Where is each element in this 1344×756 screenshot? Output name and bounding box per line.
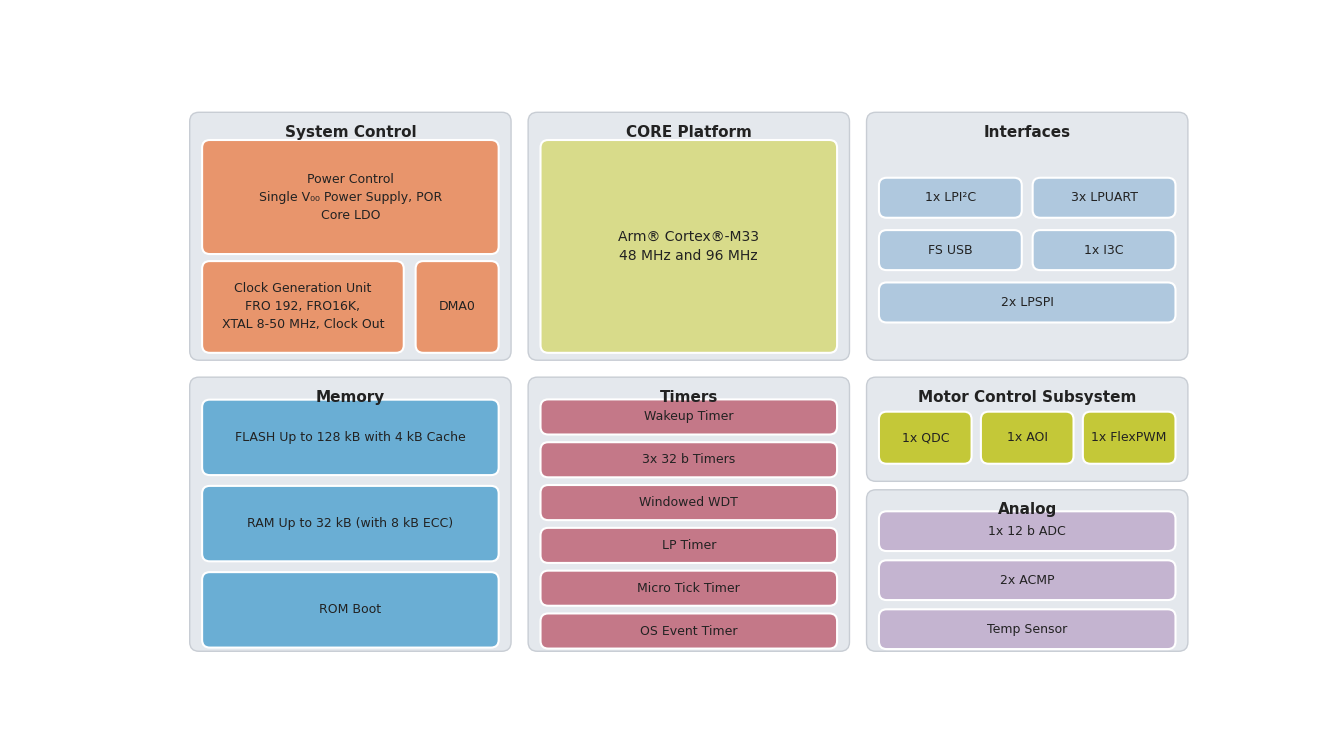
FancyBboxPatch shape: [867, 113, 1188, 360]
Text: ROM Boot: ROM Boot: [320, 603, 382, 616]
Text: Analog: Analog: [997, 502, 1056, 517]
FancyBboxPatch shape: [202, 140, 499, 254]
Text: Arm® Cortex®-M33
48 MHz and 96 MHz: Arm® Cortex®-M33 48 MHz and 96 MHz: [618, 230, 759, 263]
FancyBboxPatch shape: [202, 261, 403, 353]
FancyBboxPatch shape: [540, 442, 837, 477]
Text: Memory: Memory: [316, 389, 384, 404]
Text: LP Timer: LP Timer: [661, 539, 716, 552]
FancyBboxPatch shape: [540, 528, 837, 563]
Text: Micro Tick Timer: Micro Tick Timer: [637, 581, 741, 595]
Text: System Control: System Control: [285, 125, 417, 140]
FancyBboxPatch shape: [879, 178, 1021, 218]
Text: 2x LPSPI: 2x LPSPI: [1001, 296, 1054, 309]
FancyBboxPatch shape: [981, 412, 1074, 463]
Text: Timers: Timers: [660, 389, 718, 404]
Text: Wakeup Timer: Wakeup Timer: [644, 411, 734, 423]
FancyBboxPatch shape: [540, 613, 837, 649]
Text: Interfaces: Interfaces: [984, 125, 1071, 140]
FancyBboxPatch shape: [1032, 178, 1176, 218]
FancyBboxPatch shape: [415, 261, 499, 353]
Text: Clock Generation Unit
FRO 192, FRO16K,
XTAL 8-50 MHz, Clock Out: Clock Generation Unit FRO 192, FRO16K, X…: [222, 283, 384, 331]
FancyBboxPatch shape: [1083, 412, 1176, 463]
Text: 1x FlexPWM: 1x FlexPWM: [1091, 431, 1167, 445]
FancyBboxPatch shape: [867, 377, 1188, 482]
Text: Temp Sensor: Temp Sensor: [986, 623, 1067, 636]
Text: RAM Up to 32 kB (with 8 kB ECC): RAM Up to 32 kB (with 8 kB ECC): [247, 517, 453, 530]
Text: 1x I3C: 1x I3C: [1085, 243, 1124, 256]
FancyBboxPatch shape: [540, 485, 837, 520]
FancyBboxPatch shape: [540, 399, 837, 435]
FancyBboxPatch shape: [879, 560, 1176, 600]
FancyBboxPatch shape: [879, 609, 1176, 649]
FancyBboxPatch shape: [540, 571, 837, 606]
FancyBboxPatch shape: [190, 113, 511, 360]
FancyBboxPatch shape: [879, 230, 1021, 270]
Text: 3x LPUART: 3x LPUART: [1071, 191, 1137, 204]
FancyBboxPatch shape: [1032, 230, 1176, 270]
Text: Motor Control Subsystem: Motor Control Subsystem: [918, 389, 1137, 404]
Text: 1x QDC: 1x QDC: [902, 431, 949, 445]
Text: Windowed WDT: Windowed WDT: [640, 496, 738, 509]
Text: 1x 12 b ADC: 1x 12 b ADC: [988, 525, 1066, 538]
FancyBboxPatch shape: [202, 572, 499, 648]
FancyBboxPatch shape: [202, 486, 499, 562]
FancyBboxPatch shape: [528, 377, 849, 651]
Text: OS Event Timer: OS Event Timer: [640, 624, 738, 637]
Text: FS USB: FS USB: [929, 243, 973, 256]
FancyBboxPatch shape: [867, 490, 1188, 651]
Text: 2x ACMP: 2x ACMP: [1000, 574, 1055, 587]
FancyBboxPatch shape: [202, 400, 499, 475]
Text: Power Control
Single V₀₀ Power Supply, POR
Core LDO: Power Control Single V₀₀ Power Supply, P…: [259, 172, 442, 222]
Text: 1x AOI: 1x AOI: [1007, 431, 1048, 445]
Text: DMA0: DMA0: [438, 300, 476, 314]
Text: 1x LPI²C: 1x LPI²C: [925, 191, 976, 204]
FancyBboxPatch shape: [528, 113, 849, 360]
FancyBboxPatch shape: [879, 283, 1176, 323]
Text: FLASH Up to 128 kB with 4 kB Cache: FLASH Up to 128 kB with 4 kB Cache: [235, 431, 466, 444]
Text: 3x 32 b Timers: 3x 32 b Timers: [642, 454, 735, 466]
FancyBboxPatch shape: [879, 511, 1176, 551]
Text: CORE Platform: CORE Platform: [626, 125, 751, 140]
FancyBboxPatch shape: [879, 412, 972, 463]
FancyBboxPatch shape: [540, 140, 837, 353]
FancyBboxPatch shape: [190, 377, 511, 651]
